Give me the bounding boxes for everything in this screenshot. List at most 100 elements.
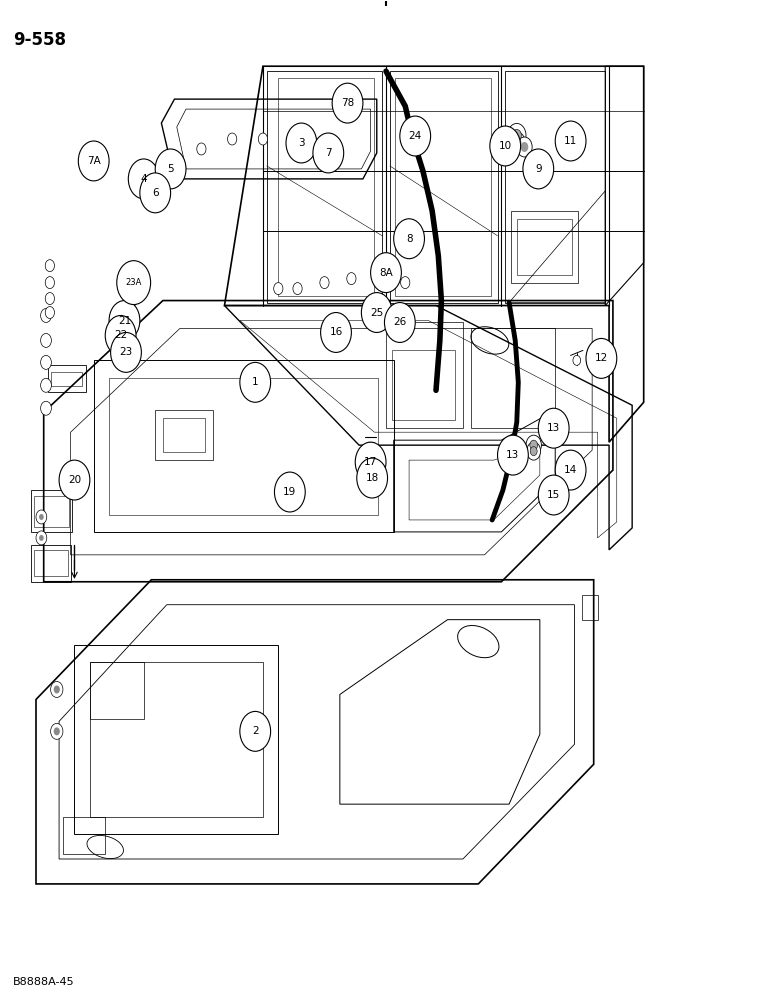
Circle shape [41, 355, 52, 369]
Text: 5: 5 [168, 164, 174, 174]
Circle shape [367, 466, 374, 474]
Circle shape [530, 447, 537, 456]
Circle shape [364, 462, 377, 478]
Circle shape [39, 535, 44, 541]
Text: 23: 23 [120, 347, 133, 357]
Circle shape [289, 137, 298, 149]
Circle shape [586, 338, 617, 378]
Circle shape [357, 458, 388, 498]
Circle shape [41, 401, 52, 415]
Circle shape [130, 296, 137, 306]
Circle shape [36, 510, 47, 524]
Circle shape [54, 685, 60, 693]
Circle shape [573, 355, 581, 365]
Text: 1: 1 [252, 377, 259, 387]
Circle shape [320, 140, 329, 152]
Circle shape [538, 408, 569, 448]
Text: 9-558: 9-558 [13, 31, 66, 49]
Circle shape [128, 159, 159, 199]
Text: 18: 18 [365, 473, 379, 483]
Circle shape [286, 123, 317, 163]
Text: 22: 22 [114, 330, 127, 340]
Circle shape [51, 681, 63, 697]
Circle shape [371, 253, 401, 293]
Circle shape [259, 133, 268, 145]
Text: 9: 9 [535, 164, 542, 174]
Circle shape [46, 260, 55, 272]
Circle shape [110, 332, 141, 372]
Text: 15: 15 [547, 490, 560, 500]
Circle shape [332, 83, 363, 123]
Circle shape [401, 277, 410, 289]
Circle shape [516, 137, 532, 157]
Text: 17: 17 [364, 457, 378, 467]
Circle shape [78, 141, 109, 181]
Circle shape [275, 472, 305, 512]
Circle shape [355, 442, 386, 482]
Text: 19: 19 [283, 487, 296, 497]
Circle shape [490, 126, 520, 166]
Circle shape [155, 149, 186, 189]
Text: 11: 11 [564, 136, 577, 146]
Circle shape [374, 273, 383, 285]
Text: 26: 26 [393, 317, 407, 327]
Circle shape [54, 727, 60, 735]
Circle shape [109, 301, 140, 340]
Text: 23A: 23A [126, 278, 142, 287]
Circle shape [293, 283, 302, 295]
Circle shape [117, 261, 151, 305]
Text: B8888A-45: B8888A-45 [13, 977, 75, 987]
Text: 21: 21 [118, 316, 131, 326]
Text: 13: 13 [506, 450, 520, 460]
Circle shape [400, 116, 431, 156]
Circle shape [36, 531, 47, 545]
Text: 7: 7 [325, 148, 332, 158]
Text: 4: 4 [141, 174, 147, 184]
Circle shape [240, 711, 271, 751]
Circle shape [41, 333, 52, 347]
Circle shape [41, 309, 52, 322]
Circle shape [313, 133, 344, 173]
Circle shape [555, 121, 586, 161]
Circle shape [46, 307, 55, 319]
Circle shape [39, 514, 44, 520]
Circle shape [530, 440, 537, 450]
Text: 78: 78 [341, 98, 354, 108]
Circle shape [320, 277, 329, 289]
Text: 16: 16 [330, 327, 343, 337]
Text: 10: 10 [499, 141, 512, 151]
Circle shape [394, 219, 425, 259]
Circle shape [497, 435, 528, 475]
Circle shape [509, 132, 525, 153]
Text: 7A: 7A [86, 156, 100, 166]
Circle shape [51, 723, 63, 739]
Text: 2: 2 [252, 726, 259, 736]
Circle shape [197, 143, 206, 155]
Circle shape [105, 316, 136, 355]
Circle shape [523, 149, 554, 189]
Circle shape [543, 415, 564, 441]
Circle shape [512, 129, 521, 141]
Circle shape [41, 378, 52, 392]
Circle shape [274, 283, 283, 295]
Circle shape [507, 123, 526, 147]
Circle shape [526, 435, 541, 455]
Text: 3: 3 [298, 138, 305, 148]
Circle shape [555, 450, 586, 490]
Text: 8: 8 [406, 234, 412, 244]
Circle shape [538, 475, 569, 515]
Text: 25: 25 [370, 308, 384, 318]
Circle shape [527, 442, 540, 460]
Circle shape [513, 137, 521, 148]
Circle shape [320, 313, 351, 352]
Circle shape [520, 142, 528, 152]
Text: 20: 20 [68, 475, 81, 485]
Circle shape [46, 277, 55, 289]
Circle shape [228, 133, 237, 145]
Circle shape [548, 421, 559, 435]
Text: 6: 6 [152, 188, 158, 198]
Circle shape [361, 293, 392, 332]
Text: 13: 13 [547, 423, 560, 433]
Circle shape [59, 460, 90, 500]
Text: 12: 12 [594, 353, 608, 363]
